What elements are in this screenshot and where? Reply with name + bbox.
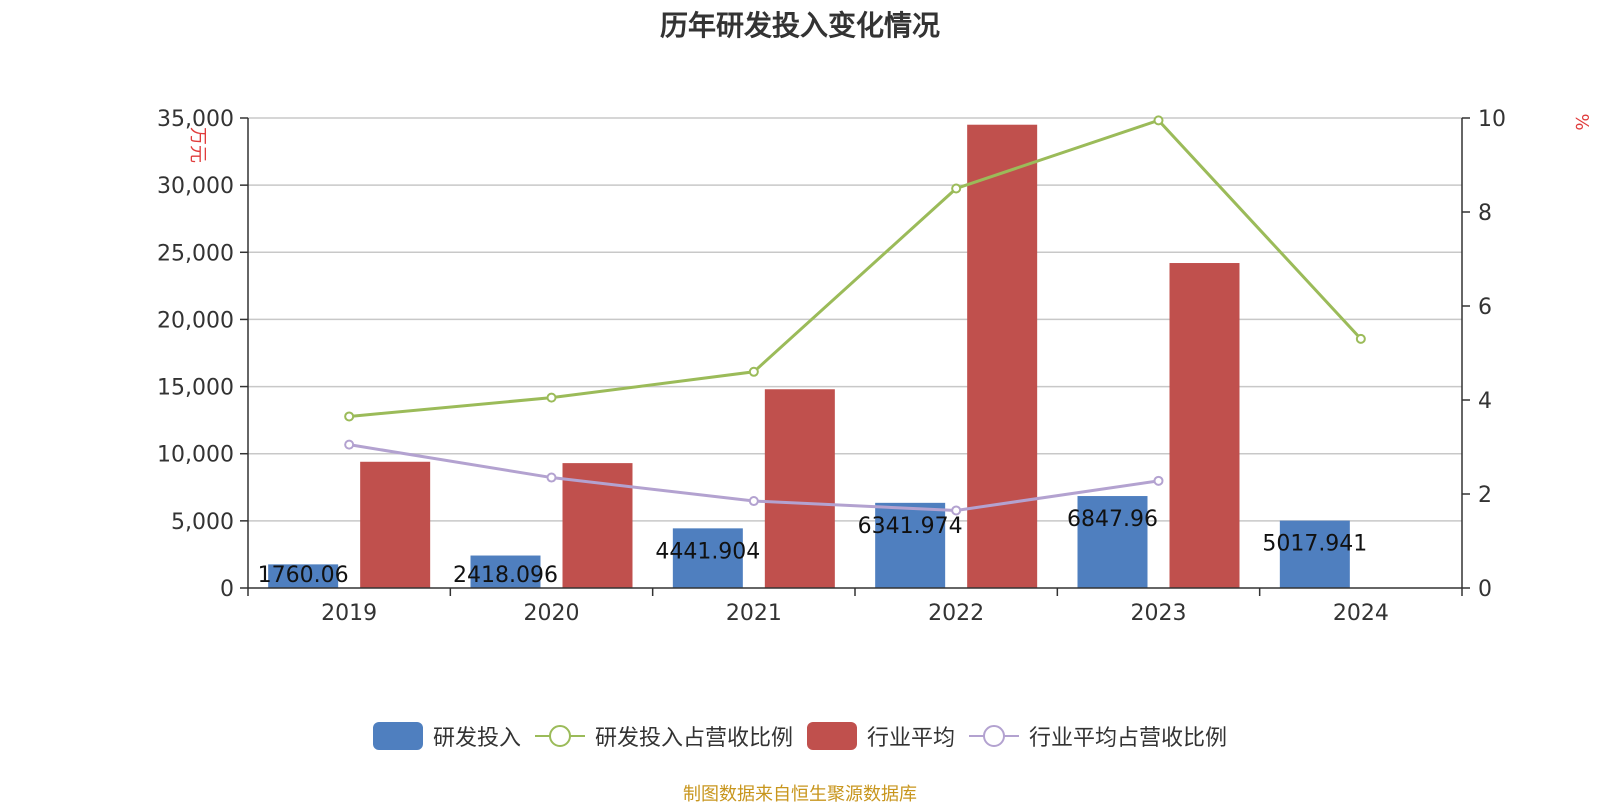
point-rd-ratio <box>1355 333 1366 344</box>
left-axis-unit-label: 万元 <box>187 127 208 163</box>
right-axis-tick-label: 0 <box>1478 577 1492 602</box>
x-axis-tick-label: 2022 <box>928 601 984 626</box>
legend-item-rd-investment[interactable]: 研发投入 <box>372 720 521 752</box>
legend-label: 行业平均 <box>867 726 956 751</box>
right-axis-tick-label: 8 <box>1478 201 1492 226</box>
right-axis-tick-label: 10 <box>1478 107 1506 132</box>
x-axis-tick-label: 2024 <box>1333 601 1389 626</box>
left-axis-tick-label: 35,000 <box>157 107 234 132</box>
left-axis-tick-label: 15,000 <box>157 376 234 401</box>
point-industry-ratio <box>1153 475 1164 486</box>
bar-industry-average <box>967 124 1038 588</box>
left-axis-tick-label: 30,000 <box>157 174 234 199</box>
point-rd-ratio <box>748 366 759 377</box>
legend-label: 行业平均占营收比例 <box>1029 726 1228 751</box>
point-rd-ratio <box>951 183 962 194</box>
legend-swatch-rd-investment <box>372 722 423 750</box>
right-axis-unit-label: % <box>1571 113 1592 130</box>
x-axis-tick-label: 2023 <box>1131 601 1187 626</box>
bar-rd-investment <box>672 528 743 588</box>
bar-rd-investment <box>268 564 339 588</box>
point-industry-ratio <box>951 505 962 516</box>
legend-item-industry-ratio[interactable]: 行业平均占营收比例 <box>969 720 1227 752</box>
source-footnote: 制图数据来自恒生聚源数据库 <box>683 784 917 805</box>
legend-item-rd-ratio[interactable]: 研发投入占营收比例 <box>534 720 793 752</box>
legend-swatch-industry-average <box>807 722 857 750</box>
bar-rd-investment <box>470 555 541 588</box>
right-axis-tick-label: 2 <box>1478 483 1492 508</box>
left-axis-tick-label: 0 <box>220 577 234 602</box>
chart-title: 历年研发投入变化情况 <box>659 9 940 42</box>
point-rd-ratio <box>546 392 557 403</box>
point-industry-ratio <box>344 439 355 450</box>
legend-swatch-industry-ratio <box>969 725 1020 747</box>
x-axis-tick-label: 2020 <box>524 601 580 626</box>
line-rd-ratio <box>349 118 1362 418</box>
left-axis-tick-label: 25,000 <box>157 241 234 266</box>
bar-industry-average <box>360 461 431 588</box>
grid-lines <box>248 117 1462 522</box>
legend-label: 研发投入占营收比例 <box>594 726 793 751</box>
point-industry-ratio <box>748 496 759 507</box>
legend-label: 研发投入 <box>432 726 521 751</box>
legend-swatch-rd-ratio <box>534 725 585 747</box>
point-rd-ratio <box>344 411 355 422</box>
left-axis-tick-label: 20,000 <box>157 308 234 333</box>
bar-rd-investment <box>1279 520 1350 588</box>
left-axis-tick-label: 10,000 <box>157 443 234 468</box>
bar-industry-average <box>1169 263 1240 588</box>
data-label-rd-investment: 2418.096 <box>453 563 558 588</box>
point-rd-ratio <box>1153 115 1164 126</box>
x-axis-tick-label: 2021 <box>726 601 782 626</box>
bar-industry-average <box>764 389 835 588</box>
data-label-rd-investment: 1760.06 <box>258 563 349 588</box>
data-label-rd-investment: 6847.96 <box>1067 507 1158 532</box>
bar-rd-investment <box>875 502 946 588</box>
right-axis-tick-label: 6 <box>1478 295 1492 320</box>
legend: 研发投入 研发投入占营收比例 行业平均 行业平均占营收比例 <box>0 720 1600 752</box>
x-axis-tick-label: 2019 <box>321 601 377 626</box>
legend-item-industry-average[interactable]: 行业平均 <box>807 720 955 752</box>
right-axis-tick-label: 4 <box>1478 389 1492 414</box>
line-series <box>344 115 1366 516</box>
axes: 0 5,000 10,000 15,000 20,000 25,000 30,000 35,0… <box>157 107 1506 626</box>
left-axis-tick-label: 5,000 <box>171 510 234 535</box>
data-label-rd-investment: 4441.904 <box>655 539 760 564</box>
bar-series <box>268 124 1350 588</box>
data-label-rd-investment: 5017.941 <box>1262 532 1367 557</box>
data-label-rd-investment: 6341.974 <box>858 514 963 539</box>
bar-rd-investment <box>1077 496 1148 588</box>
data-labels: 1760.06 2418.096 4441.904 6341.974 6847.96 50… <box>258 507 1368 588</box>
point-industry-ratio <box>546 472 557 483</box>
